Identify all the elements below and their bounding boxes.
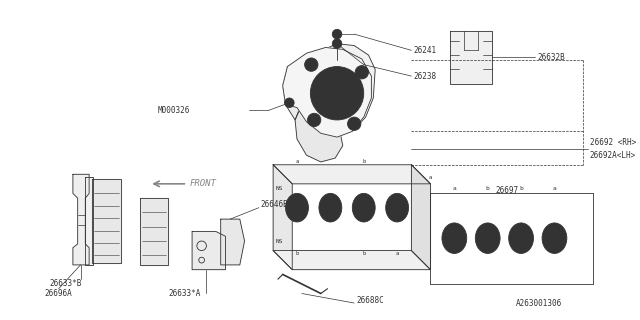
Circle shape [348,117,361,131]
Ellipse shape [357,199,371,216]
Ellipse shape [352,193,375,222]
Polygon shape [449,31,492,84]
Text: 26696A: 26696A [44,289,72,298]
Text: b: b [486,186,490,191]
Text: 26646B: 26646B [260,200,289,209]
Text: a: a [429,175,432,180]
Text: NS: NS [276,186,284,191]
Circle shape [308,61,315,68]
Circle shape [335,41,339,46]
Circle shape [332,39,342,48]
Text: NS: NS [276,238,284,244]
Text: FRONT: FRONT [189,179,216,188]
Polygon shape [92,179,120,263]
Polygon shape [412,165,431,270]
Polygon shape [273,165,431,184]
Text: b: b [362,251,365,256]
Text: b: b [296,251,299,256]
Ellipse shape [476,223,500,253]
Text: 26633*A: 26633*A [168,289,200,298]
Ellipse shape [294,204,300,212]
Ellipse shape [442,223,467,253]
Ellipse shape [513,229,529,248]
Ellipse shape [509,223,534,253]
Polygon shape [85,177,93,265]
Ellipse shape [447,229,462,248]
Polygon shape [283,53,316,120]
Ellipse shape [480,229,495,248]
Polygon shape [192,231,225,270]
Text: 26241: 26241 [413,46,436,55]
Text: a: a [296,159,299,164]
Ellipse shape [285,193,308,222]
Text: 26692A<LH>: 26692A<LH> [589,151,636,160]
Text: b: b [519,186,523,191]
Ellipse shape [319,193,342,222]
Polygon shape [283,47,371,137]
Circle shape [326,82,349,105]
Text: 26633*B: 26633*B [49,279,81,288]
Polygon shape [273,251,431,270]
Polygon shape [295,103,343,162]
Text: a: a [452,186,456,191]
Text: 26632B: 26632B [538,52,565,61]
Text: 26692 <RH>: 26692 <RH> [589,138,636,147]
Polygon shape [299,44,375,133]
Ellipse shape [394,204,400,212]
Circle shape [305,58,318,71]
Text: 26697: 26697 [495,186,518,195]
Ellipse shape [542,223,567,253]
Circle shape [310,67,364,120]
Text: M000326: M000326 [158,106,190,115]
Text: 26688C: 26688C [356,296,384,305]
Text: A263001306: A263001306 [516,299,563,308]
Text: b: b [362,159,365,164]
Circle shape [332,29,342,39]
Circle shape [355,66,369,79]
Circle shape [358,69,365,76]
Polygon shape [140,198,168,265]
Circle shape [307,113,321,127]
Text: 26238: 26238 [413,72,436,81]
Ellipse shape [547,229,562,248]
Text: a: a [552,186,556,191]
Polygon shape [273,165,292,270]
Ellipse shape [386,193,408,222]
Ellipse shape [291,199,303,216]
Circle shape [351,120,358,127]
Ellipse shape [324,199,337,216]
Circle shape [285,98,294,108]
Circle shape [318,74,356,112]
Ellipse shape [361,204,367,212]
Polygon shape [221,219,244,265]
Ellipse shape [328,204,333,212]
Text: a: a [396,251,399,256]
Polygon shape [73,174,89,265]
Circle shape [311,116,317,123]
Ellipse shape [390,199,404,216]
